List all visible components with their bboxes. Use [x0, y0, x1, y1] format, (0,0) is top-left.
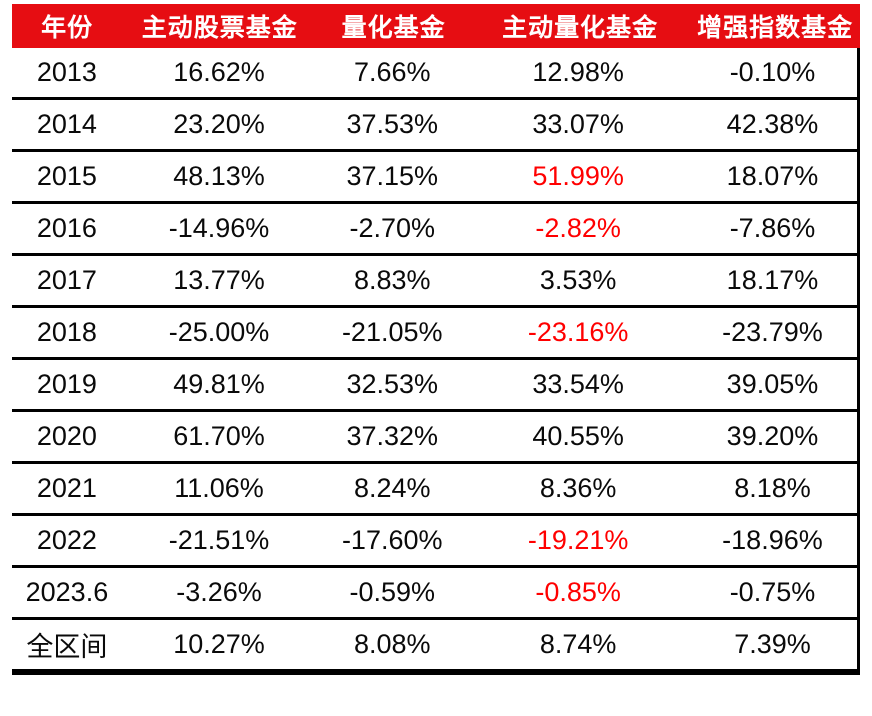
- value-cell: 39.20%: [726, 421, 819, 451]
- value-cell: -21.05%: [341, 317, 443, 347]
- value-cell: -7.86%: [729, 213, 816, 243]
- value-cell: 33.54%: [532, 369, 624, 399]
- value-cell: 16.62%: [173, 57, 265, 87]
- table-row: 2015 48.13% 37.15% 51.99% 18.07%: [12, 152, 857, 204]
- year-cell: 2021: [36, 473, 97, 503]
- year-cell: 2020: [36, 421, 97, 451]
- value-cell: -2.82%: [535, 213, 621, 243]
- fund-returns-table: 年份 主动股票基金 量化基金 主动量化基金 增强指数基金 2013 16.62%…: [12, 4, 860, 675]
- table-row: 2021 11.06% 8.24% 8.36% 8.18%: [12, 464, 857, 516]
- column-header-enhanced-index-fund: 增强指数基金: [697, 14, 854, 42]
- column-header-active-stock-fund: 主动股票基金: [141, 14, 298, 42]
- table-row: 2016 -14.96% -2.70% -2.82% -7.86%: [12, 204, 857, 256]
- value-cell: 33.07%: [532, 109, 624, 139]
- column-header-quant-fund: 量化基金: [341, 14, 446, 42]
- value-cell: 8.36%: [539, 473, 617, 503]
- value-cell: -14.96%: [168, 213, 270, 243]
- value-cell: 8.74%: [539, 629, 617, 659]
- value-cell: 37.32%: [346, 421, 439, 451]
- value-cell: 48.13%: [173, 161, 265, 191]
- value-cell: -0.85%: [535, 577, 621, 607]
- table-row: 全区间 10.27% 8.08% 8.74% 7.39%: [12, 620, 857, 669]
- year-cell: 2016: [36, 213, 97, 243]
- value-cell: 18.07%: [726, 161, 819, 191]
- value-cell: 8.24%: [353, 473, 431, 503]
- value-cell: 10.27%: [173, 629, 265, 659]
- value-cell: 23.20%: [173, 109, 265, 139]
- value-cell: 51.99%: [532, 161, 624, 191]
- value-cell: 49.81%: [173, 369, 265, 399]
- table-body: 2013 16.62% 7.66% 12.98% -0.10% 2014 23.…: [12, 48, 860, 669]
- value-cell: 13.77%: [173, 265, 265, 295]
- year-cell: 2023.6: [25, 577, 109, 607]
- value-cell: 37.15%: [346, 161, 439, 191]
- value-cell: -23.79%: [722, 317, 823, 347]
- value-cell: 11.06%: [174, 473, 264, 503]
- value-cell: -19.21%: [527, 525, 629, 555]
- value-cell: -0.10%: [729, 57, 816, 87]
- value-cell: 37.53%: [346, 109, 439, 139]
- value-cell: -2.70%: [349, 213, 436, 243]
- table-row: 2019 49.81% 32.53% 33.54% 39.05%: [12, 360, 857, 412]
- bottom-double-rule: [12, 669, 860, 675]
- year-cell: 2013: [36, 57, 97, 87]
- value-cell: 40.55%: [532, 421, 624, 451]
- value-cell: -25.00%: [168, 317, 270, 347]
- value-cell: -21.51%: [168, 525, 270, 555]
- value-cell: 18.17%: [726, 265, 819, 295]
- value-cell: 8.08%: [353, 629, 431, 659]
- value-cell: 8.83%: [353, 265, 431, 295]
- value-cell: 42.38%: [726, 109, 819, 139]
- table-row: 2013 16.62% 7.66% 12.98% -0.10%: [12, 48, 857, 100]
- value-cell: 39.05%: [726, 369, 819, 399]
- table-row: 2023.6 -3.26% -0.59% -0.85% -0.75%: [12, 568, 857, 620]
- value-cell: -23.16%: [527, 317, 629, 347]
- table-header-row: 年份 主动股票基金 量化基金 主动量化基金 增强指数基金: [12, 4, 860, 48]
- year-cell: 2022: [36, 525, 97, 555]
- value-cell: 3.53%: [539, 265, 617, 295]
- value-cell: 61.70%: [173, 421, 265, 451]
- year-cell: 全区间: [26, 632, 108, 662]
- table-row: 2014 23.20% 37.53% 33.07% 42.38%: [12, 100, 857, 152]
- year-cell: 2015: [36, 161, 97, 191]
- value-cell: -18.96%: [722, 525, 823, 555]
- value-cell: -0.59%: [349, 577, 436, 607]
- year-cell: 2017: [36, 265, 97, 295]
- value-cell: -3.26%: [176, 577, 262, 607]
- table-row: 2020 61.70% 37.32% 40.55% 39.20%: [12, 412, 857, 464]
- value-cell: 12.98%: [532, 57, 624, 87]
- value-cell: 7.39%: [734, 629, 811, 659]
- value-cell: 8.18%: [734, 473, 811, 503]
- table-row: 2017 13.77% 8.83% 3.53% 18.17%: [12, 256, 857, 308]
- column-header-year: 年份: [41, 14, 94, 42]
- value-cell: -0.75%: [729, 577, 816, 607]
- value-cell: -17.60%: [341, 525, 443, 555]
- year-cell: 2019: [36, 369, 97, 399]
- column-header-active-quant-fund: 主动量化基金: [502, 14, 659, 42]
- value-cell: 32.53%: [346, 369, 439, 399]
- year-cell: 2014: [36, 109, 97, 139]
- year-cell: 2018: [36, 317, 97, 347]
- table-row: 2022 -21.51% -17.60% -19.21% -18.96%: [12, 516, 857, 568]
- value-cell: 7.66%: [353, 57, 431, 87]
- table-row: 2018 -25.00% -21.05% -23.16% -23.79%: [12, 308, 857, 360]
